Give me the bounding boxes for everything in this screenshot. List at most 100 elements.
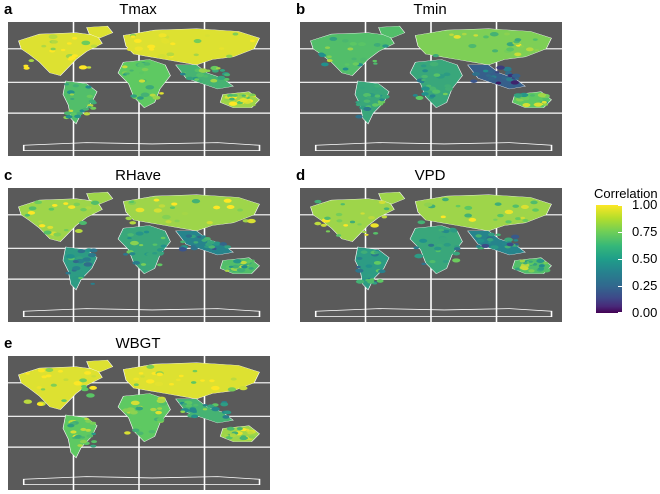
data-point [335, 234, 342, 237]
data-point [45, 367, 54, 372]
data-point [320, 223, 327, 227]
data-point [423, 202, 433, 207]
data-point [129, 410, 138, 415]
data-point [210, 78, 218, 83]
data-point [130, 94, 138, 98]
data-point [247, 259, 253, 263]
data-point [247, 431, 254, 435]
data-point [421, 78, 426, 82]
data-point [358, 42, 366, 47]
data-point [365, 264, 373, 268]
data-point [87, 38, 94, 42]
data-point [67, 423, 75, 428]
data-point [525, 47, 534, 52]
data-point [48, 207, 55, 211]
legend-title: Correlation [594, 186, 658, 201]
panel-letter: e [4, 335, 13, 352]
data-point [519, 45, 525, 48]
data-point [372, 59, 378, 63]
data-point [180, 240, 186, 244]
legend-tick-label: 0.25 [632, 278, 658, 293]
data-point [50, 47, 56, 51]
data-point [377, 102, 384, 106]
data-point [360, 212, 365, 215]
data-point [76, 256, 83, 260]
data-point [226, 54, 233, 58]
data-point [129, 200, 135, 204]
data-point [85, 428, 92, 432]
data-point [314, 221, 322, 226]
data-point [240, 435, 247, 438]
data-point [421, 74, 428, 79]
data-point [514, 52, 522, 57]
data-point [50, 383, 57, 387]
data-point [186, 76, 194, 81]
data-point [421, 262, 427, 266]
data-point [427, 86, 437, 91]
data-point [136, 96, 144, 100]
data-point [452, 251, 461, 256]
map-panel [8, 22, 270, 156]
data-point [363, 99, 371, 103]
data-point [449, 33, 454, 36]
data-point [379, 98, 385, 102]
data-point [126, 47, 133, 51]
legend-tick-label: 1.00 [632, 197, 658, 212]
panel-title: VPD [414, 167, 446, 184]
region-europe-asia [414, 28, 552, 66]
data-point [521, 96, 530, 101]
data-point [542, 103, 549, 106]
data-point [90, 444, 97, 448]
region-greenland [378, 25, 406, 39]
data-point [505, 220, 512, 224]
world-map [8, 356, 270, 490]
map-panel [8, 188, 270, 322]
data-point [162, 214, 171, 220]
data-point [419, 80, 425, 84]
data-point [28, 59, 35, 63]
data-point [241, 94, 246, 97]
data-point [325, 230, 331, 233]
data-point [520, 216, 525, 220]
data-point [355, 101, 361, 104]
data-point [442, 260, 449, 263]
data-point [229, 97, 235, 101]
panel-letter: c [4, 167, 13, 184]
legend-tick-label: 0.50 [632, 251, 658, 266]
data-point [248, 435, 256, 439]
data-point [487, 76, 495, 81]
data-point [78, 65, 88, 70]
region-greenland [86, 25, 114, 39]
world-map [300, 22, 562, 156]
data-point [239, 386, 248, 391]
data-point [84, 417, 89, 421]
data-point [219, 242, 227, 246]
data-point [85, 206, 92, 210]
data-point [355, 268, 364, 273]
data-point [41, 375, 48, 379]
data-point [429, 94, 436, 98]
data-point [73, 202, 81, 206]
data-point [90, 200, 100, 205]
data-point [198, 68, 208, 73]
data-point [428, 243, 435, 247]
data-point [366, 96, 372, 99]
data-point [373, 260, 382, 265]
data-point [133, 38, 142, 43]
map-panel [8, 356, 270, 490]
data-point [171, 202, 178, 206]
data-point [513, 239, 519, 242]
data-point [190, 246, 198, 251]
data-point [79, 220, 87, 225]
data-point [36, 402, 44, 406]
data-point [143, 230, 150, 234]
data-point [64, 111, 72, 116]
data-point [513, 93, 523, 98]
data-point [23, 399, 32, 404]
data-point [145, 379, 155, 384]
data-point [228, 265, 234, 268]
data-point [70, 430, 77, 434]
data-point [156, 398, 166, 404]
data-point [28, 206, 37, 211]
data-point [23, 64, 29, 68]
